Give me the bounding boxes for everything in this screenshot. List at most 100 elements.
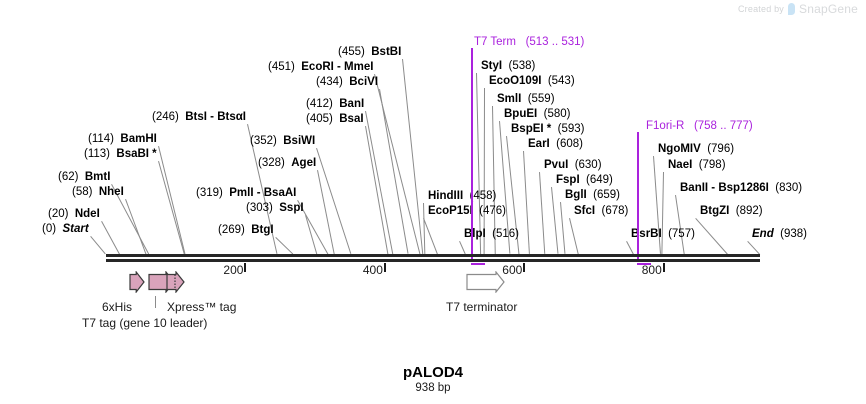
- site-name: NheI: [98, 186, 124, 198]
- restriction-site-label[interactable]: HindIII (458): [428, 190, 496, 202]
- site-position: (659): [593, 189, 620, 201]
- primer-label[interactable]: F1ori-R (758 .. 777): [646, 120, 753, 132]
- restriction-site-label[interactable]: SmlI (559): [497, 93, 555, 105]
- site-name: NaeI: [668, 159, 693, 171]
- site-leader-line: [275, 237, 294, 255]
- restriction-site-label[interactable]: (405) BsaI: [306, 113, 364, 125]
- site-name: BsaI: [339, 113, 364, 125]
- site-leader-line: [90, 236, 106, 255]
- site-position: (538): [508, 60, 536, 72]
- restriction-site-label[interactable]: (246) BtsI - BtsαI: [152, 111, 246, 123]
- site-leader-line: [695, 218, 728, 255]
- ruler-tick-mark: [662, 263, 665, 272]
- site-position: (328): [258, 157, 285, 169]
- site-position: (593): [557, 123, 585, 135]
- feature-caption: T7 terminator: [446, 300, 518, 314]
- backbone-bottom-strand: [106, 259, 760, 262]
- site-leader-line: [158, 146, 186, 255]
- site-position: (20): [48, 208, 69, 220]
- site-name: BciVI: [349, 76, 379, 88]
- restriction-site-label[interactable]: (319) PmlI - BsaAI: [196, 187, 296, 199]
- primer-stem: [637, 132, 639, 262]
- primer-name: T7 Term: [474, 36, 516, 48]
- restriction-site-label[interactable]: (113) BsaBI *: [84, 148, 157, 160]
- ruler-tick-mark: [523, 263, 526, 272]
- restriction-site-label[interactable]: (455) BstBI: [338, 46, 401, 58]
- site-position: (451): [268, 61, 295, 73]
- restriction-site-label[interactable]: EcoO109I (543): [489, 75, 575, 87]
- site-position: (455): [338, 46, 365, 58]
- feature-arrow[interactable]: [129, 271, 145, 293]
- site-name: End: [752, 228, 774, 240]
- restriction-site-label[interactable]: BsrBI (757): [631, 228, 695, 240]
- site-position: (678): [601, 205, 629, 217]
- feature-arrow[interactable]: [166, 271, 185, 293]
- restriction-site-label[interactable]: NgoMIV (796): [658, 143, 734, 155]
- site-name: BstBI: [371, 46, 402, 58]
- feature-arrow[interactable]: [466, 271, 505, 293]
- site-leader-line: [459, 241, 466, 255]
- primer-range: (758 .. 777): [693, 120, 753, 132]
- site-name: SfcI: [574, 205, 596, 217]
- primer-name: F1ori-R: [646, 120, 685, 132]
- site-leader-line: [626, 241, 634, 255]
- restriction-site-label[interactable]: (451) EcoRI - MmeI: [268, 61, 373, 73]
- site-name: EarI: [528, 138, 550, 150]
- restriction-site-label[interactable]: BtgZI (892): [700, 205, 763, 217]
- restriction-site-label[interactable]: BanII - Bsp1286I (830): [680, 182, 802, 194]
- restriction-site-label[interactable]: SfcI (678): [574, 205, 628, 217]
- restriction-site-label[interactable]: EcoP15I (476): [428, 205, 506, 217]
- restriction-site-label[interactable]: (0) Start: [42, 223, 89, 235]
- restriction-site-label[interactable]: PvuI (630): [544, 159, 602, 171]
- site-position: (62): [58, 171, 79, 183]
- restriction-site-label[interactable]: End (938): [752, 228, 807, 240]
- restriction-site-label[interactable]: StyI (538): [481, 60, 535, 72]
- site-name: PmlI - BsaAI: [229, 187, 297, 199]
- site-position: (516): [492, 228, 519, 240]
- restriction-site-label[interactable]: (62) BmtI: [58, 171, 110, 183]
- restriction-site-label[interactable]: (352) BsiWI: [250, 135, 315, 147]
- page-title: pALOD4: [403, 364, 463, 381]
- restriction-site-label[interactable]: BlpI (516): [464, 228, 519, 240]
- restriction-site-label[interactable]: (269) BtgI: [218, 224, 274, 236]
- site-position: (892): [735, 205, 763, 217]
- restriction-site-label[interactable]: EarI (608): [528, 138, 583, 150]
- restriction-site-label[interactable]: (20) NdeI: [48, 208, 100, 220]
- site-name: StyI: [481, 60, 503, 72]
- site-leader-line: [661, 171, 664, 254]
- restriction-site-label[interactable]: FspI (649): [556, 174, 613, 186]
- restriction-site-label[interactable]: (58) NheI: [72, 186, 124, 198]
- site-name: EcoP15I: [428, 205, 473, 217]
- site-name: SspI: [279, 202, 304, 214]
- site-position: (649): [586, 174, 613, 186]
- site-position: (543): [547, 75, 575, 87]
- site-name: BtgI: [251, 224, 274, 236]
- site-leader-line: [560, 202, 566, 255]
- restriction-site-label[interactable]: BglI (659): [565, 189, 620, 201]
- ruler-tick-mark: [244, 263, 247, 272]
- site-name: PvuI: [544, 159, 569, 171]
- site-position: (476): [479, 205, 506, 217]
- restriction-site-label[interactable]: BspEI * (593): [511, 123, 585, 135]
- site-leader-line: [101, 221, 120, 255]
- watermark-brand: SnapGene: [799, 2, 858, 16]
- primer-foot: [637, 263, 651, 265]
- ruler-tick-label: 600: [502, 263, 523, 277]
- restriction-site-label[interactable]: (114) BamHI: [88, 133, 157, 145]
- site-leader-line: [747, 241, 760, 255]
- site-name: BsrBI: [631, 228, 662, 240]
- ruler-tick-label: 800: [641, 263, 662, 277]
- restriction-site-label[interactable]: NaeI (798): [668, 159, 726, 171]
- site-name: BanII - Bsp1286I: [680, 182, 769, 194]
- site-position: (798): [698, 159, 726, 171]
- restriction-site-label[interactable]: (328) AgeI: [258, 157, 316, 169]
- site-name: Start: [62, 223, 89, 235]
- site-leader-line: [551, 187, 559, 255]
- restriction-site-label[interactable]: BpuEI (580): [504, 108, 570, 120]
- restriction-site-label[interactable]: (412) BanI: [306, 98, 364, 110]
- site-name: EcoO109I: [489, 75, 542, 87]
- restriction-site-label[interactable]: (434) BciVI: [316, 76, 378, 88]
- primer-label[interactable]: T7 Term (513 .. 531): [474, 36, 584, 48]
- restriction-site-label[interactable]: (303) SspI: [246, 202, 304, 214]
- primer-stem: [471, 48, 473, 262]
